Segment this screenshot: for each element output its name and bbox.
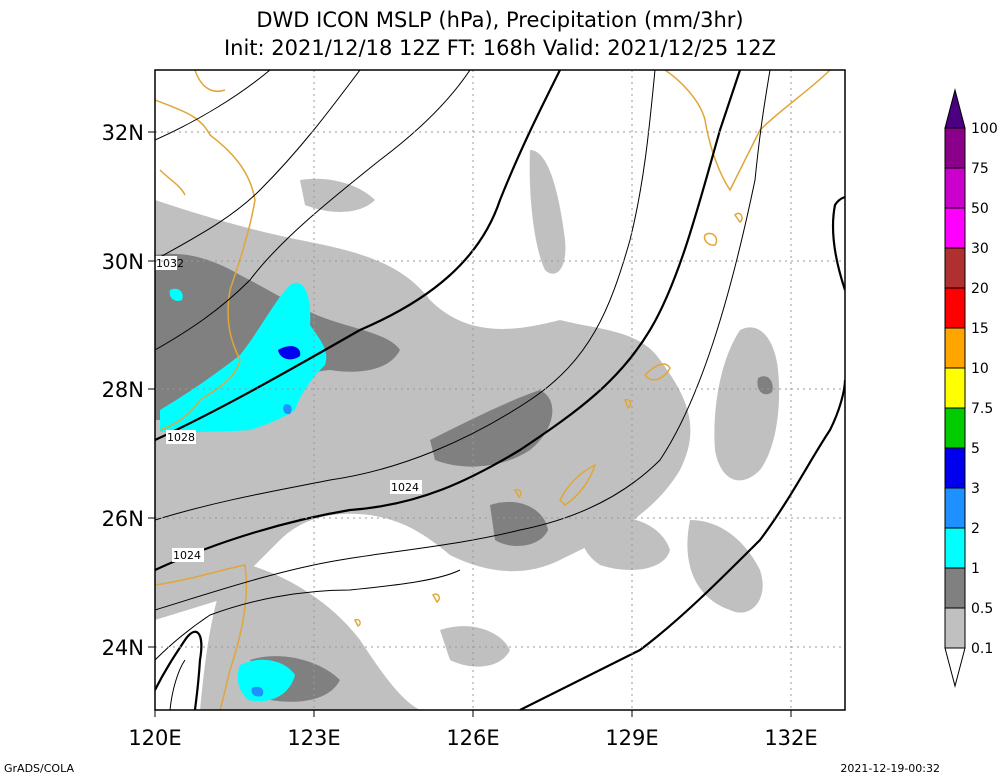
- isobar-label-1032: 1032: [156, 257, 184, 270]
- colorbar-swatch: [944, 287, 966, 329]
- colorbar-swatch: [944, 207, 966, 249]
- colorbar-min-arrow: [944, 647, 966, 688]
- isobar-label-1024-west: 1024: [173, 549, 201, 562]
- lon-tick-129e: 129E: [605, 726, 658, 750]
- colorbar-swatch: [944, 327, 966, 369]
- colorbar-label: 3: [971, 481, 980, 497]
- lon-tick-126e: 126E: [446, 726, 499, 750]
- map-title: DWD ICON MSLP (hPa), Precipitation (mm/3…: [256, 8, 744, 32]
- colorbar-swatch: [944, 247, 966, 289]
- precip-very-heavy-shading: [251, 346, 301, 697]
- colorbar-label: 1: [971, 561, 980, 577]
- colorbar-label: 7.5: [971, 401, 993, 417]
- colorbar-label: 2: [971, 521, 980, 537]
- colorbar-label: 5: [971, 441, 980, 457]
- colorbar-swatch: [944, 487, 966, 529]
- colorbar-swatch: [944, 567, 966, 609]
- footer-timestamp: 2021-12-19-00:32: [840, 762, 940, 775]
- lat-labels: 24N 26N 28N 30N 32N: [102, 121, 144, 660]
- colorbar-swatch: [944, 407, 966, 449]
- map-subtitle: Init: 2021/12/18 12Z FT: 168h Valid: 202…: [223, 36, 777, 60]
- colorbar-swatch: [944, 527, 966, 569]
- lat-tick-26n: 26N: [102, 507, 144, 531]
- colorbar-swatch: [944, 607, 966, 649]
- plot-frame: [154, 69, 846, 711]
- isobar-labels: 1032 1028 1024 1024: [155, 256, 422, 562]
- lon-tick-120e: 120E: [128, 726, 181, 750]
- colorbar-label: 10: [971, 361, 989, 377]
- lat-tick-32n: 32N: [102, 121, 144, 145]
- isobars: [155, 70, 845, 710]
- lat-tick-24n: 24N: [102, 636, 144, 660]
- colorbar-label: 100: [971, 121, 998, 137]
- lon-tick-132e: 132E: [764, 726, 817, 750]
- lat-tick-28n: 28N: [102, 378, 144, 402]
- colorbar-label: 75: [971, 161, 989, 177]
- colorbar-label: 20: [971, 281, 989, 297]
- isobar-label-1024: 1024: [391, 481, 419, 494]
- colorbar-swatch: [944, 447, 966, 489]
- footer-credit: GrADS/COLA: [4, 762, 74, 775]
- colorbar-label: 30: [971, 241, 989, 257]
- colorbar-swatch: [944, 367, 966, 409]
- colorbar-label: 50: [971, 201, 989, 217]
- tick-marks: [148, 131, 792, 717]
- lon-labels: 120E 123E 126E 129E 132E: [128, 726, 817, 750]
- colorbar-swatch: [944, 127, 966, 169]
- gridlines: [155, 70, 845, 710]
- colorbar-label: 0.1: [971, 641, 993, 657]
- isobar-label-1028: 1028: [167, 431, 195, 444]
- colorbar-label: 0.5: [971, 601, 993, 617]
- colorbar-label: 15: [971, 321, 989, 337]
- coastlines: [155, 70, 831, 710]
- colorbar-max-arrow: [944, 88, 966, 129]
- lon-tick-123e: 123E: [287, 726, 340, 750]
- lat-tick-30n: 30N: [102, 250, 144, 274]
- colorbar-swatch: [944, 167, 966, 209]
- colorbar: 0.1 0.5 1 2 3 5 7.5 10 15 20 30 50 75 100: [944, 88, 998, 688]
